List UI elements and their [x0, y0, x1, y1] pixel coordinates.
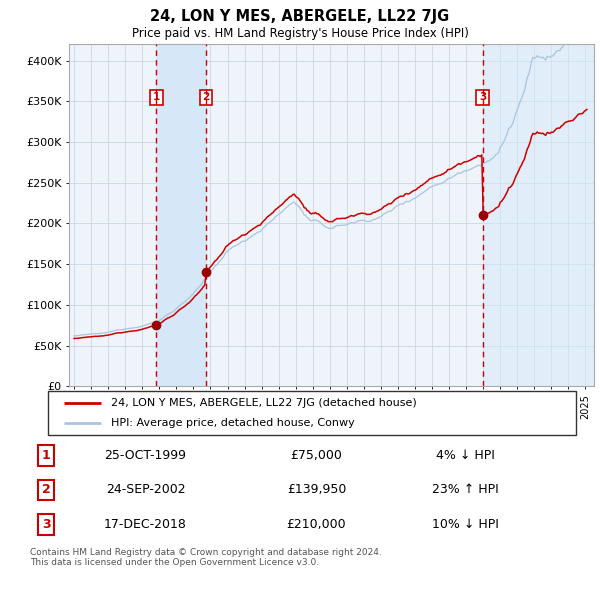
Text: 25-OCT-1999: 25-OCT-1999 [104, 449, 187, 462]
Text: Contains HM Land Registry data © Crown copyright and database right 2024.: Contains HM Land Registry data © Crown c… [30, 548, 382, 556]
Text: 2: 2 [202, 92, 209, 102]
Bar [482, 44, 594, 386]
Text: 1: 1 [42, 449, 50, 462]
Text: This data is licensed under the Open Government Licence v3.0.: This data is licensed under the Open Gov… [30, 558, 319, 567]
Text: 3: 3 [42, 518, 50, 531]
Text: £75,000: £75,000 [290, 449, 343, 462]
Text: 23% ↑ HPI: 23% ↑ HPI [432, 483, 499, 497]
Text: 10% ↓ HPI: 10% ↓ HPI [432, 518, 499, 531]
Text: £210,000: £210,000 [287, 518, 346, 531]
FancyBboxPatch shape [48, 391, 576, 435]
Text: 1: 1 [152, 92, 160, 102]
Text: 24, LON Y MES, ABERGELE, LL22 7JG (detached house): 24, LON Y MES, ABERGELE, LL22 7JG (detac… [112, 398, 417, 408]
Text: 4% ↓ HPI: 4% ↓ HPI [436, 449, 495, 462]
Bar [156, 44, 206, 386]
Text: 24-SEP-2002: 24-SEP-2002 [106, 483, 185, 497]
Text: £139,950: £139,950 [287, 483, 346, 497]
Text: 2: 2 [42, 483, 50, 497]
Text: Price paid vs. HM Land Registry's House Price Index (HPI): Price paid vs. HM Land Registry's House … [131, 27, 469, 40]
Text: HPI: Average price, detached house, Conwy: HPI: Average price, detached house, Conw… [112, 418, 355, 428]
Text: 24, LON Y MES, ABERGELE, LL22 7JG: 24, LON Y MES, ABERGELE, LL22 7JG [151, 9, 449, 24]
Text: 17-DEC-2018: 17-DEC-2018 [104, 518, 187, 531]
Text: 3: 3 [479, 92, 486, 102]
